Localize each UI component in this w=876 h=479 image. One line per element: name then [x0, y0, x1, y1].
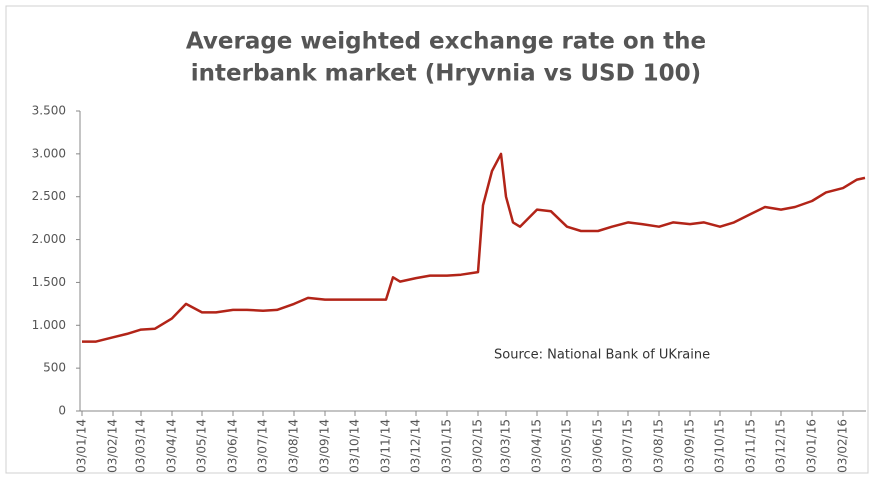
- x-tick-label: 03/01/15: [440, 419, 454, 473]
- data-line: [82, 152, 866, 343]
- y-tick-label: 2.000: [32, 232, 66, 246]
- y-tick-label: 0: [58, 404, 66, 418]
- x-tick-label: 03/03/14: [134, 419, 148, 473]
- annotation: Source: National Bank of UKraine: [494, 348, 710, 363]
- x-tick-label: 03/11/14: [379, 419, 393, 473]
- x-tick-label: 03/01/14: [75, 419, 89, 473]
- x-tick-label: 03/01/16: [805, 419, 819, 473]
- y-tick-label: 1.500: [32, 275, 66, 289]
- x-tick-label: 03/04/15: [530, 419, 544, 473]
- x-tick-label: 03/07/14: [256, 419, 270, 473]
- x-tick-label: 03/06/14: [226, 419, 240, 473]
- y-tick-label: 2.500: [32, 189, 66, 203]
- x-tick-label: 03/08/14: [287, 419, 301, 473]
- chart-frame: [5, 5, 869, 474]
- chart-title: interbank market (Hryvnia vs USD 100): [191, 61, 701, 87]
- y-tick-label: 3.000: [32, 146, 66, 160]
- x-tick-label: 03/11/15: [744, 419, 758, 473]
- x-tick-label: 03/10/14: [348, 419, 362, 473]
- x-tick-label: 03/12/15: [774, 419, 788, 473]
- y-tick-label: 3.500: [32, 104, 66, 118]
- x-tick-label: 03/02/15: [471, 419, 485, 473]
- y-tick-label: 500: [43, 361, 66, 375]
- x-tick-label: 03/03/15: [499, 419, 513, 473]
- x-tick-label: 03/08/15: [652, 419, 666, 473]
- x-tick-label: 03/02/14: [106, 419, 120, 473]
- x-tick-label: 03/05/15: [560, 419, 574, 473]
- x-tick-label: 03/04/14: [165, 419, 179, 473]
- x-tick-label: 03/12/14: [409, 419, 423, 473]
- x-tick-label: 03/02/16: [836, 419, 850, 473]
- x-tick-label: 03/07/15: [621, 419, 635, 473]
- x-tick-label: 03/05/14: [195, 419, 209, 473]
- x-tick-label: 03/06/15: [591, 419, 605, 473]
- x-tick-label: 03/09/15: [683, 419, 697, 473]
- x-tick-label: 03/09/14: [318, 419, 332, 473]
- chart-title: Average weighted exchange rate on the: [186, 29, 706, 55]
- y-tick-label: 1.000: [32, 318, 66, 332]
- x-tick-label: 03/10/15: [713, 419, 727, 473]
